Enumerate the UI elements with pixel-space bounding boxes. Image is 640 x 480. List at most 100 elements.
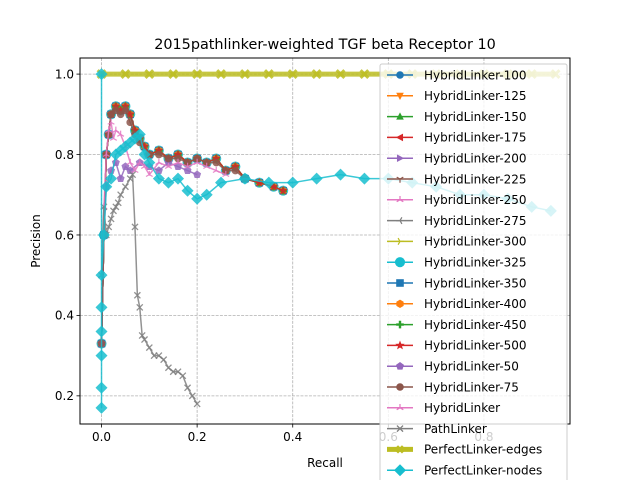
legend-label: HybridLinker-75 <box>424 380 519 394</box>
data-point-perfectlinker-nodes <box>138 148 151 161</box>
data-point-hybridlinker-500 <box>154 145 164 155</box>
data-point-perfectlinker-nodes <box>238 172 251 185</box>
data-point-perfectlinker-nodes <box>181 184 194 197</box>
data-point-hybridlinker-500 <box>268 181 279 191</box>
legend-marker <box>396 196 404 203</box>
legend-label: HybridLinker-250 <box>424 193 527 207</box>
data-point-perfectlinker-edges <box>240 69 250 79</box>
data-point-pathlinker <box>112 203 120 211</box>
legend-label: HybridLinker-325 <box>424 256 527 270</box>
series-hybridlinker-450 <box>97 102 287 348</box>
legend-label: HybridLinker-175 <box>424 131 527 145</box>
data-point-hybridlinker <box>193 158 201 165</box>
data-point-hybridlinker <box>105 126 113 133</box>
legend-label: HybridLinker-400 <box>424 297 527 311</box>
data-point-perfectlinker-nodes <box>162 176 175 189</box>
series-pathlinker <box>98 171 201 408</box>
legend-entry-hybridlinker-225: HybridLinker-225 <box>387 172 527 186</box>
data-point-perfectlinker-nodes <box>95 349 108 362</box>
legend-marker <box>396 92 404 100</box>
data-point-perfectlinker-nodes <box>105 172 118 185</box>
data-point-perfectlinker-nodes <box>95 269 108 282</box>
data-point-pathlinker <box>129 171 137 179</box>
legend: HybridLinker-100 HybridLinker-125 HybridLi… <box>379 63 568 480</box>
data-point-pathlinker <box>109 207 117 215</box>
series-hybridlinker-275 <box>97 102 286 348</box>
x-tick-label: 0.4 <box>283 430 302 444</box>
data-point-pathlinker <box>131 223 139 231</box>
series-hybridlinker-75 <box>97 106 249 348</box>
legend-label: PerfectLinker-nodes <box>424 464 542 478</box>
legend-entry-hybridlinker-500: HybridLinker-500 <box>387 339 527 353</box>
data-point-perfectlinker-edges <box>168 69 179 79</box>
plot-frame <box>79 57 571 425</box>
legend-marker <box>396 383 404 391</box>
data-point-perfectlinker-nodes <box>286 176 299 189</box>
series-hybridlinker-50 <box>97 158 202 347</box>
legend-label: HybridLinker-125 <box>424 89 527 103</box>
legend-label: PathLinker <box>424 422 487 436</box>
data-point-perfectlinker-nodes <box>334 168 347 181</box>
data-point-hybridlinker <box>145 170 153 178</box>
legend-label: HybridLinker-450 <box>424 318 527 332</box>
data-point-hybridlinker <box>131 166 139 174</box>
data-point-perfectlinker-edges <box>216 69 226 79</box>
legend-label: HybridLinker-300 <box>424 235 527 249</box>
data-point-hybridlinker-500 <box>254 177 264 187</box>
data-point-perfectlinker-edges <box>311 69 322 79</box>
legend-entry-perfectlinker-nodes: PerfectLinker-nodes <box>387 464 542 478</box>
data-point-perfectlinker-nodes <box>172 172 184 185</box>
data-point-hybridlinker-75 <box>193 154 201 163</box>
x-tick-label: 0.0 <box>92 430 111 444</box>
data-point-hybridlinker-75 <box>231 166 240 175</box>
legend-marker <box>394 257 406 268</box>
legend-label: HybridLinker-275 <box>424 214 527 228</box>
data-point-hybridlinker-500 <box>211 153 221 163</box>
data-point-pathlinker <box>105 223 113 231</box>
legend-label: HybridLinker-150 <box>424 110 527 124</box>
series-hybridlinker-175 <box>97 102 287 348</box>
data-point-pathlinker <box>160 356 168 364</box>
legend-marker <box>396 112 404 120</box>
legend-label: HybridLinker-200 <box>424 152 527 166</box>
y-tick-label: 0.4 <box>55 309 74 323</box>
data-point-perfectlinker-edges <box>120 69 131 79</box>
x-tick-label: 0.2 <box>188 430 207 444</box>
legend-marker <box>395 340 405 350</box>
series-hybridlinker-500 <box>96 101 288 348</box>
data-point-pathlinker <box>193 400 201 408</box>
data-point-hybridlinker-500 <box>130 125 140 135</box>
legend-label: HybridLinker <box>424 401 500 415</box>
series-hybridlinker-200 <box>98 102 288 348</box>
series-hybridlinker-400 <box>97 102 287 348</box>
legend-entry-hybridlinker-100: HybridLinker-100 <box>387 68 527 82</box>
legend-box <box>379 63 568 480</box>
series-hybridlinker-125 <box>97 103 287 348</box>
data-point-pathlinker <box>117 191 125 199</box>
data-point-hybridlinker-75 <box>164 154 173 163</box>
legend-entry-hybridlinker-75: HybridLinker-75 <box>387 380 519 394</box>
data-point-pathlinker <box>133 291 141 299</box>
data-point-perfectlinker-nodes <box>152 172 165 185</box>
legend-entry-hybridlinker-325: HybridLinker-325 <box>387 256 527 270</box>
legend-entry-hybridlinker-50: HybridLinker-50 <box>387 360 519 374</box>
legend-entry-hybridlinker-200: HybridLinker-200 <box>387 152 527 166</box>
data-point-hybridlinker-500 <box>173 149 183 159</box>
data-point-perfectlinker-nodes <box>191 192 204 205</box>
data-point-hybridlinker-75 <box>222 166 230 175</box>
data-point-hybridlinker <box>136 158 144 165</box>
data-point-pathlinker <box>145 344 153 352</box>
legend-entry-hybridlinker-350: HybridLinker-350 <box>387 276 527 290</box>
series-hybridlinker-250 <box>97 102 287 346</box>
data-point-hybridlinker-75 <box>183 158 192 167</box>
data-point-hybridlinker-500 <box>120 101 131 111</box>
data-point-hybridlinker-75 <box>202 158 211 167</box>
data-point-hybridlinker-75 <box>126 118 134 127</box>
data-point-hybridlinker <box>222 170 230 178</box>
data-point-hybridlinker-50 <box>116 174 125 183</box>
data-point-perfectlinker-nodes <box>215 176 228 189</box>
legend-entry-hybridlinker-150: HybridLinker-150 <box>387 110 527 124</box>
legend-entry-hybridlinker-400: HybridLinker-400 <box>387 297 527 311</box>
legend-entry-hybridlinker-275: HybridLinker-275 <box>387 214 527 228</box>
data-point-pathlinker <box>121 183 129 191</box>
